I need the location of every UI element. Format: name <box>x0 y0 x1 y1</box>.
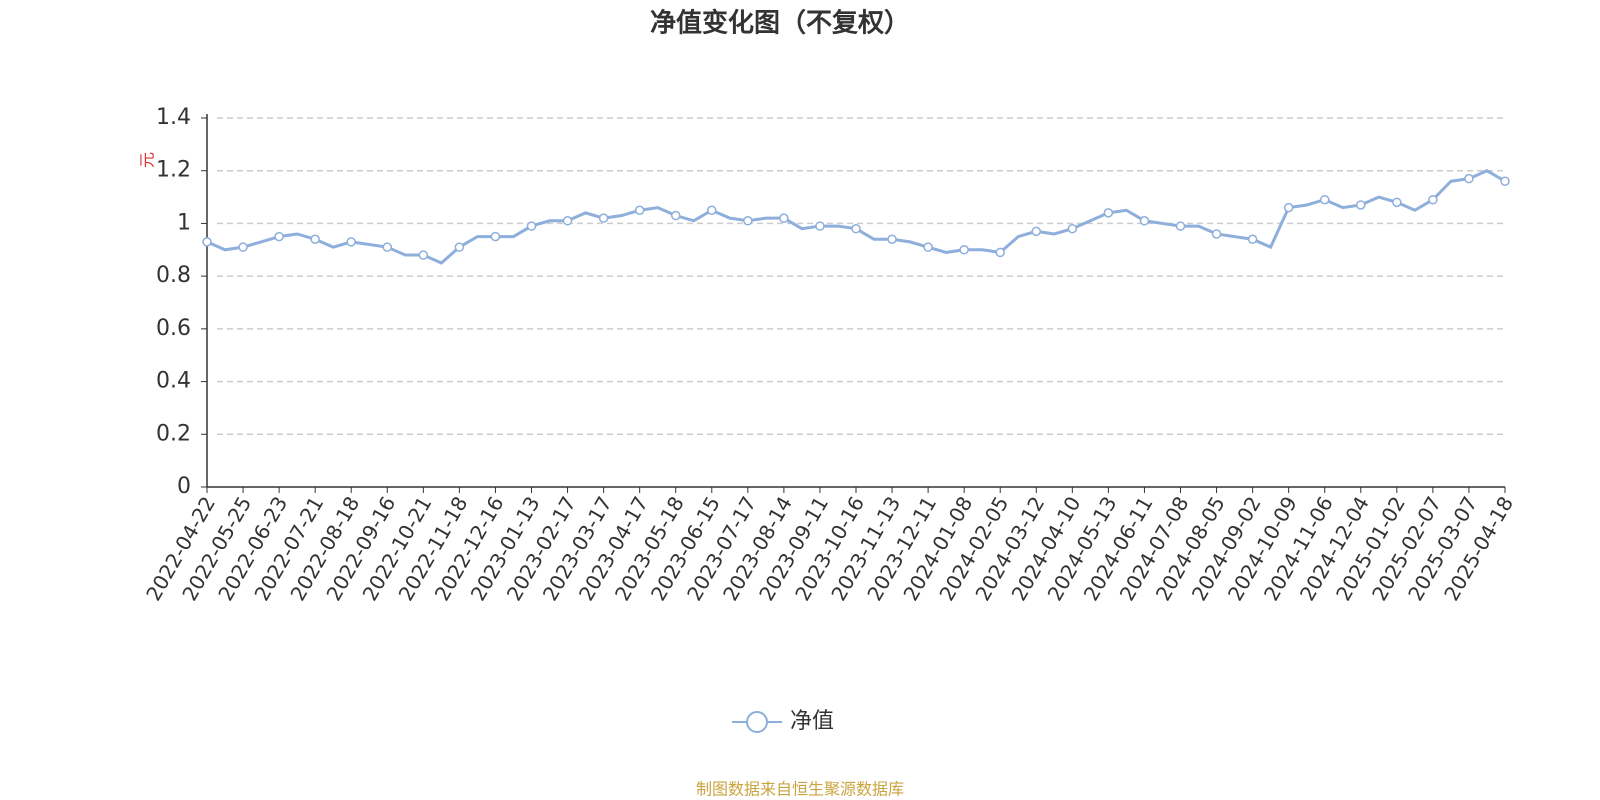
point-marker <box>418 250 429 260</box>
chart-title: 净值变化图（不复权） <box>650 8 910 39</box>
point-marker <box>959 245 969 255</box>
point-marker <box>382 242 393 252</box>
point-marker <box>202 237 212 247</box>
y-tick-label: 0 <box>177 474 191 499</box>
point-marker <box>1175 221 1186 231</box>
point-marker <box>995 247 1005 258</box>
point-marker <box>1428 194 1438 205</box>
point-marker <box>1392 197 1402 208</box>
point-marker <box>1211 229 1222 239</box>
point-marker <box>815 221 825 231</box>
y-tick-label: 1.4 <box>156 105 191 130</box>
point-marker <box>851 223 861 234</box>
point-marker <box>1464 173 1474 184</box>
point-marker <box>598 213 609 223</box>
line-series <box>206 169 1506 265</box>
point-marker <box>1067 223 1078 234</box>
legend-label: 净值 <box>790 709 834 734</box>
point-marker <box>1031 226 1042 237</box>
point-marker <box>526 221 537 231</box>
point-marker <box>454 242 465 252</box>
point-marker <box>634 205 645 215</box>
legend-marker <box>746 711 768 733</box>
y-tick-label: 0.4 <box>156 369 191 394</box>
y-axis-unit: 元 <box>138 152 157 168</box>
point-marker <box>1247 234 1258 244</box>
point-marker <box>238 242 248 252</box>
point-marker <box>1103 208 1114 218</box>
point-marker <box>743 216 753 226</box>
point-marker <box>887 234 897 244</box>
y-tick-label: 1 <box>177 210 191 235</box>
point-marker <box>779 213 789 223</box>
point-marker <box>562 216 573 226</box>
y-tick-label: 1.2 <box>156 158 191 183</box>
point-marker <box>310 234 320 244</box>
point-marker <box>1500 176 1510 187</box>
point-marker <box>1356 200 1366 210</box>
point-marker <box>1139 216 1150 226</box>
y-tick-label: 0.8 <box>156 263 191 288</box>
point-marker <box>1283 202 1294 213</box>
y-tick-label: 0.6 <box>156 316 191 341</box>
point-marker <box>346 237 356 247</box>
y-tick-label: 0.2 <box>156 421 191 446</box>
point-marker <box>670 210 681 221</box>
point-marker <box>274 231 284 242</box>
point-marker <box>490 231 501 242</box>
point-marker <box>923 242 933 252</box>
source-note: 制图数据来自恒生聚源数据库 <box>696 780 904 799</box>
point-marker <box>707 205 717 215</box>
point-marker <box>1319 194 1330 205</box>
